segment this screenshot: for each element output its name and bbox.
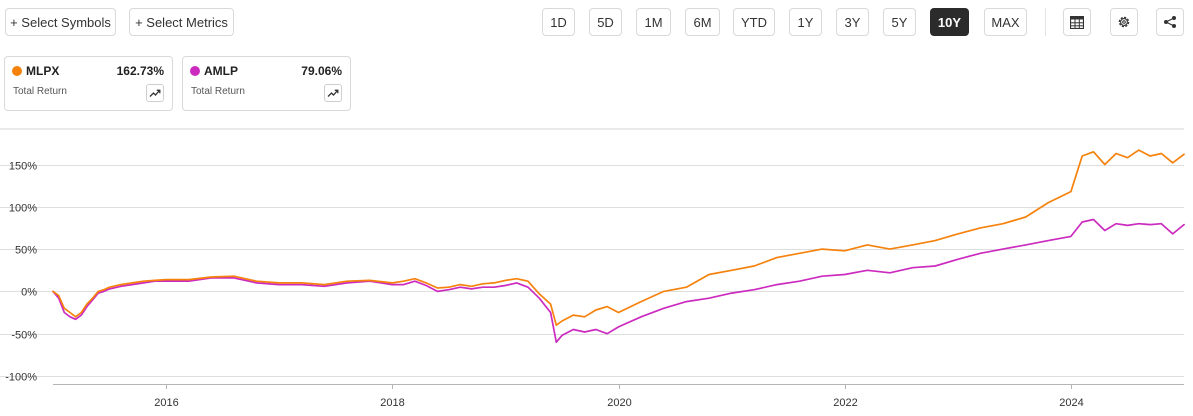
x-tick-label: 2024 [1059, 397, 1083, 409]
y-tick-label: -100% [5, 372, 37, 384]
trend-up-icon [327, 89, 339, 97]
range-3y-button[interactable]: 3Y [836, 8, 869, 36]
symbol-name: MLPX [26, 64, 60, 78]
series-line-amlp[interactable] [52, 218, 1185, 344]
symbol-card-mlpx[interactable]: MLPX 162.73% Total Return [4, 56, 173, 111]
total-return-value: 162.73% [116, 64, 164, 78]
share-icon [1164, 16, 1176, 28]
metric-label: Total Return [191, 86, 245, 97]
y-tick-label: 150% [9, 161, 37, 173]
total-return-value: 79.06% [301, 64, 342, 78]
x-tick-label: 2016 [154, 397, 178, 409]
select-symbols-button[interactable]: + Select Symbols [5, 8, 116, 36]
share-button[interactable] [1156, 8, 1184, 36]
x-tick-label: 2020 [607, 397, 631, 409]
toolbar-divider [1045, 8, 1046, 36]
range-max-button[interactable]: MAX [984, 8, 1027, 36]
trend-chart-button[interactable] [324, 84, 342, 102]
y-tick-label: 50% [15, 245, 37, 257]
select-metrics-button[interactable]: + Select Metrics [129, 8, 234, 36]
gear-icon [1118, 16, 1130, 28]
series-color-dot [190, 66, 200, 76]
settings-button[interactable] [1110, 8, 1138, 36]
symbol-card-amlp[interactable]: AMLP 79.06% Total Return [182, 56, 351, 111]
trend-chart-button[interactable] [146, 84, 164, 102]
table-view-button[interactable] [1063, 8, 1091, 36]
range-1y-button[interactable]: 1Y [789, 8, 822, 36]
series-line-mlpx[interactable] [52, 149, 1185, 327]
range-ytd-button[interactable]: YTD [733, 8, 775, 36]
range-6m-button[interactable]: 6M [685, 8, 720, 36]
symbol-name: AMLP [204, 64, 238, 78]
x-tick-label: 2022 [833, 397, 857, 409]
range-1d-button[interactable]: 1D [542, 8, 575, 36]
total-return-line-chart[interactable]: 150% 100% 50% 0% -50% -100% 2016 2018 2020 2022 2… [0, 120, 1193, 416]
x-tick-label: 2018 [380, 397, 404, 409]
range-5y-button[interactable]: 5Y [883, 8, 916, 36]
y-tick-label: 0% [21, 287, 37, 299]
range-1m-button[interactable]: 1M [636, 8, 671, 36]
series-color-dot [12, 66, 22, 76]
metric-label: Total Return [13, 86, 67, 97]
range-10y-button[interactable]: 10Y [930, 8, 969, 36]
range-5d-button[interactable]: 5D [589, 8, 622, 36]
trend-up-icon [149, 89, 161, 97]
table-icon [1070, 15, 1084, 29]
y-tick-label: -50% [11, 330, 37, 342]
y-tick-label: 100% [9, 203, 37, 215]
